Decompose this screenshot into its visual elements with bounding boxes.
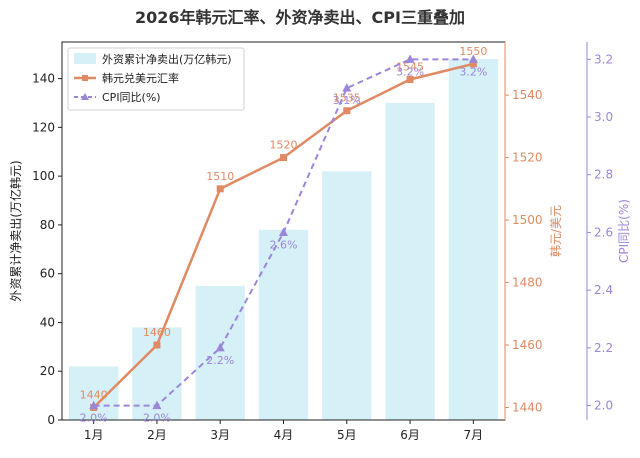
x-tick-label: 6月 [400,428,420,442]
left-axis-ticks: 0 20 40 60 80 100 120 140 [32,72,62,427]
left-tick-label: 140 [32,72,55,86]
bar [385,102,435,420]
fx-tick-label: 1540 [512,88,543,102]
x-tick-label: 2月 [147,428,167,442]
left-axis-label: 外资累计净卖出(万亿韩元) [8,160,23,301]
cpi-data-label: 2.6% [270,238,298,251]
cpi-axis-label: CPI同比(%) [617,199,631,263]
fx-data-label: 1545 [396,60,424,73]
cpi-data-label: 3.2% [396,65,424,78]
x-tick-label: 4月 [274,428,294,442]
cpi-axis-ticks: 2.0 2.2 2.4 2.6 2.8 3.0 3.2 [587,52,613,413]
left-tick-label: 20 [40,364,55,378]
cpi-tick-label: 3.2 [594,52,613,66]
cpi-tick-label: 2.2 [594,341,613,355]
legend-fx-marker [82,75,88,81]
bar [195,285,245,420]
cpi-tick-label: 2.0 [594,399,613,413]
fx-data-label: 1520 [270,139,298,152]
left-tick-label: 120 [32,120,55,134]
fx-data-label: 1440 [80,389,108,402]
cpi-series: 2.0% 2.0% 2.2% 2.6% 3.1% 3.2% 3.2% [80,54,487,425]
legend: 外资累计净卖出(万亿韩元) 韩元兑美元汇率 CPI同比(%) [67,47,245,111]
x-axis-ticks: 1月 2月 3月 4月 5月 6月 7月 [84,420,483,442]
fx-series: 1440 1460 1510 1520 1535 1545 1550 [80,45,487,412]
fx-data-label: 1460 [143,326,171,339]
legend-box [67,47,245,111]
left-tick-label: 100 [32,169,55,183]
bar [448,59,499,420]
fx-point [343,107,351,115]
bar [258,229,309,420]
cpi-data-label: 2.2% [206,354,234,367]
cpi-data-label: 3.1% [333,94,361,107]
fx-tick-label: 1460 [512,338,543,352]
fx-point [216,185,224,193]
fx-data-label: 1510 [206,170,234,183]
x-tick-label: 5月 [337,428,357,442]
fx-data-label: 1550 [459,45,487,58]
fx-axis-label: 韩元/美元 [548,205,563,257]
bar [68,366,119,420]
cpi-data-label: 2.0% [80,412,108,425]
cpi-data-label: 3.2% [459,65,487,78]
cpi-point [342,83,352,92]
chart-title: 2026年韩元汇率、外资净卖出、CPI三重叠加 [135,8,465,27]
cpi-tick-label: 3.0 [594,110,613,124]
cpi-point [89,400,99,410]
fx-point [280,154,287,162]
cpi-point [152,400,162,410]
fx-point [153,341,161,349]
bar-series [68,59,499,420]
legend-cpi-marker [81,93,89,100]
fx-data-label: 1535 [333,92,361,105]
cpi-point [468,54,478,63]
cpi-data-label: 2.0% [143,412,171,425]
cpi-point [405,54,415,63]
x-tick-label: 1月 [84,428,104,442]
fx-tick-label: 1480 [512,276,543,290]
bar [322,171,372,420]
left-tick-label: 60 [40,267,55,281]
x-tick-label: 3月 [210,428,230,442]
cpi-tick-label: 2.8 [594,168,613,182]
legend-fx-label: 韩元兑美元汇率 [102,71,179,85]
fx-point [406,75,414,83]
left-tick-label: 40 [40,315,55,329]
cpi-point [215,342,225,352]
left-tick-label: 0 [47,413,55,427]
cpi-point [279,227,288,236]
left-tick-label: 80 [40,218,55,232]
legend-cpi-label: CPI同比(%) [102,91,161,104]
fx-tick-label: 1440 [512,401,543,415]
fx-tick-label: 1520 [512,151,543,165]
legend-bar-swatch [74,53,96,64]
fx-axis-ticks: 1440 1460 1480 1500 1520 1540 [505,88,543,415]
cpi-tick-label: 2.6 [594,225,613,239]
fx-tick-label: 1500 [512,213,543,227]
x-tick-label: 7月 [464,428,484,442]
legend-bar-label: 外资累计净卖出(万亿韩元) [102,52,232,66]
cpi-tick-label: 2.4 [594,283,613,297]
fx-point [469,60,477,68]
